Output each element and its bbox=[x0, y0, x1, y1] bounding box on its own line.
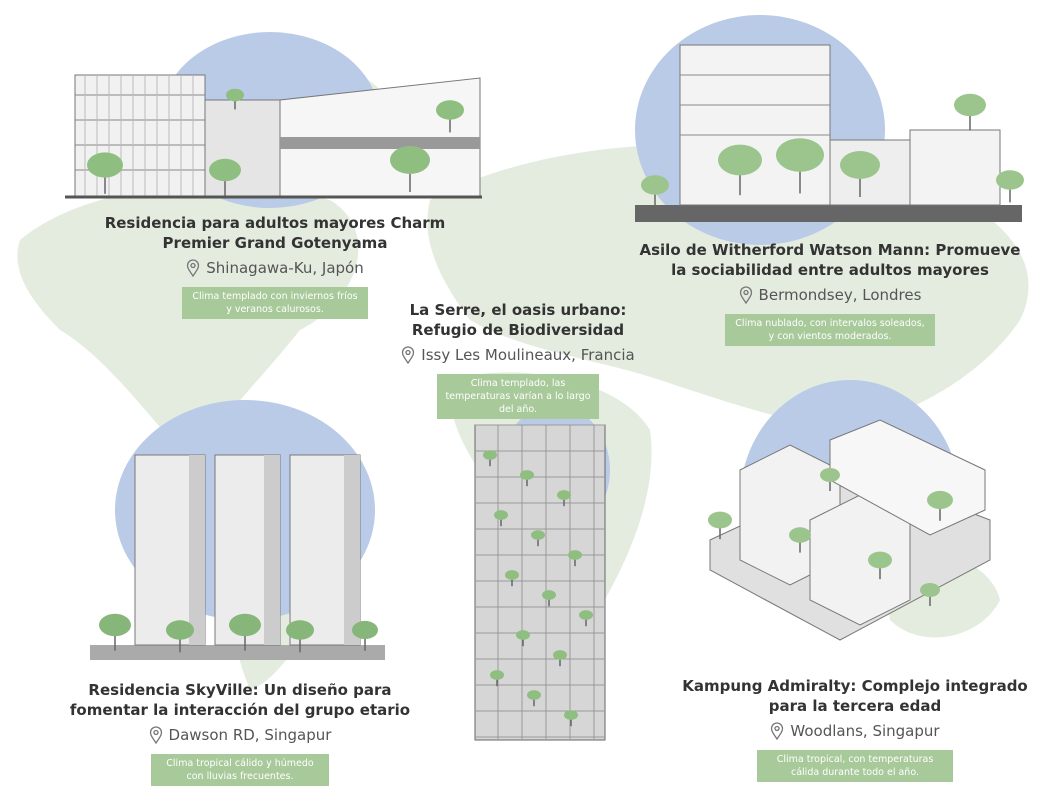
tree bbox=[520, 470, 534, 480]
building bbox=[680, 45, 830, 205]
project-title: Asilo de Witherford Watson Mann: Promuev… bbox=[630, 240, 1030, 280]
tree bbox=[527, 690, 541, 700]
building bbox=[205, 100, 280, 196]
project-title: Residencia SkyVille: Un diseño para fome… bbox=[60, 680, 420, 720]
page: Residencia para adultos mayores Charm Pr… bbox=[0, 0, 1061, 780]
tree bbox=[776, 138, 824, 172]
tree bbox=[516, 630, 530, 640]
tree bbox=[564, 710, 578, 720]
pin-icon bbox=[186, 259, 200, 277]
tree bbox=[789, 527, 811, 542]
tree bbox=[954, 94, 986, 116]
tree bbox=[166, 620, 194, 640]
climate: Clima tropical, con temperaturas cálida … bbox=[757, 750, 953, 782]
location: Bermondsey, Londres bbox=[630, 286, 1030, 304]
tree bbox=[708, 512, 732, 529]
tree bbox=[641, 175, 669, 195]
tree bbox=[920, 583, 940, 597]
location-text: Dawson RD, Singapur bbox=[169, 726, 332, 744]
location-text: Woodlans, Singapur bbox=[790, 722, 939, 740]
tree bbox=[209, 159, 241, 181]
tree bbox=[483, 450, 497, 460]
location: Woodlans, Singapur bbox=[680, 722, 1030, 740]
tree bbox=[490, 670, 504, 680]
tree bbox=[99, 614, 131, 636]
project-card: Asilo de Witherford Watson Mann: Promuev… bbox=[630, 240, 1030, 346]
tree bbox=[718, 145, 762, 176]
location-text: Shinagawa-Ku, Japón bbox=[206, 259, 363, 277]
tree bbox=[996, 170, 1024, 190]
base bbox=[635, 205, 1022, 222]
tree bbox=[840, 151, 880, 179]
project-card: La Serre, el oasis urbano: Refugio de Bi… bbox=[398, 300, 638, 419]
location-text: Issy Les Moulineaux, Francia bbox=[421, 346, 634, 364]
tower-shade bbox=[344, 455, 360, 645]
tree bbox=[568, 550, 582, 560]
pin-icon bbox=[770, 722, 784, 740]
tree bbox=[542, 590, 556, 600]
location-text: Bermondsey, Londres bbox=[759, 286, 922, 304]
tree bbox=[286, 620, 314, 640]
tree bbox=[436, 100, 464, 120]
tree bbox=[229, 614, 261, 636]
tree bbox=[579, 610, 593, 620]
climate: Clima nublado, con intervalos soleados, … bbox=[725, 314, 935, 346]
tree bbox=[494, 510, 508, 520]
tower-shade bbox=[189, 455, 205, 645]
tree bbox=[557, 490, 571, 500]
building bbox=[910, 130, 1000, 205]
tree bbox=[352, 621, 378, 639]
project-card: Residencia SkyVille: Un diseño para fome… bbox=[60, 680, 420, 786]
pin-icon bbox=[149, 726, 163, 744]
tree bbox=[820, 468, 840, 482]
climate: Clima tropical cálido y húmedo con lluvi… bbox=[151, 754, 329, 786]
tree bbox=[226, 89, 244, 102]
project-title: La Serre, el oasis urbano: Refugio de Bi… bbox=[398, 300, 638, 340]
base bbox=[90, 645, 385, 660]
climate: Clima templado, las temperaturas varían … bbox=[437, 374, 599, 419]
building bbox=[75, 75, 205, 196]
climate: Clima templado con inviernos fríos y ver… bbox=[182, 287, 368, 319]
pin-icon bbox=[401, 346, 415, 364]
tree bbox=[927, 491, 953, 509]
location: Shinagawa-Ku, Japón bbox=[70, 259, 480, 277]
tree bbox=[505, 570, 519, 580]
project-card: Kampung Admiralty: Complejo integrado pa… bbox=[680, 676, 1030, 782]
location: Issy Les Moulineaux, Francia bbox=[398, 346, 638, 364]
location: Dawson RD, Singapur bbox=[60, 726, 420, 744]
project-title: Kampung Admiralty: Complejo integrado pa… bbox=[680, 676, 1030, 716]
tower-shade bbox=[264, 455, 280, 645]
pin-icon bbox=[739, 286, 753, 304]
project-title: Residencia para adultos mayores Charm Pr… bbox=[70, 213, 480, 253]
band bbox=[280, 137, 480, 149]
tree bbox=[87, 152, 123, 177]
tree bbox=[531, 530, 545, 540]
tree bbox=[390, 146, 430, 174]
tree bbox=[868, 552, 892, 569]
tree bbox=[553, 650, 567, 660]
